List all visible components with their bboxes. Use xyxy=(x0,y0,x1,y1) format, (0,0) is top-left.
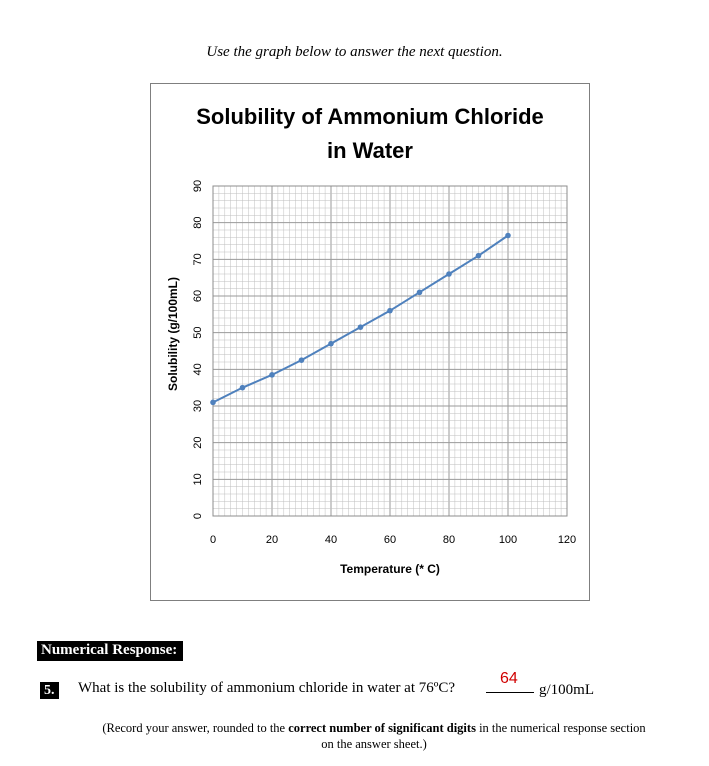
note-suffix: in the numerical response section on the… xyxy=(321,721,646,751)
data-point xyxy=(298,357,305,363)
note-bold: correct number of significant digits xyxy=(288,721,476,735)
y-tick-label: 90 xyxy=(192,180,204,192)
x-tick-label: 0 xyxy=(210,534,216,546)
y-tick-labels: 0 10 20 30 40 50 60 70 80 90 xyxy=(192,180,204,519)
chart-grid xyxy=(212,185,568,517)
data-point xyxy=(475,252,482,259)
note-prefix: (Record your answer, rounded to the xyxy=(102,721,289,735)
data-point xyxy=(505,232,511,239)
question-number: 5. xyxy=(40,682,59,699)
data-point xyxy=(416,289,423,296)
data-point xyxy=(269,372,275,378)
y-tick-label: 40 xyxy=(192,363,204,375)
answer-unit: g/100mL xyxy=(539,682,594,698)
data-point xyxy=(357,324,364,330)
x-tick-label: 40 xyxy=(325,534,337,546)
instructions-note: (Record your answer, rounded to the corr… xyxy=(100,720,648,752)
y-tick-label: 30 xyxy=(192,400,204,412)
y-tick-label: 80 xyxy=(192,217,204,229)
y-tick-label: 0 xyxy=(192,513,204,519)
answer-value: 64 xyxy=(500,670,518,687)
y-tick-label: 70 xyxy=(192,253,204,265)
chart-series xyxy=(210,232,511,406)
x-tick-label: 120 xyxy=(558,534,576,546)
chart-canvas: Solubility of Ammonium Chloride in Water… xyxy=(166,104,576,576)
instruction-text: Use the graph below to answer the next q… xyxy=(206,44,503,60)
chart-title-line2: in Water xyxy=(327,138,413,163)
x-tick-labels: 0 20 40 60 80 100 120 xyxy=(210,534,576,546)
data-point xyxy=(328,340,334,347)
x-tick-label: 60 xyxy=(384,534,396,546)
chart-title-line1: Solubility of Ammonium Chloride xyxy=(196,104,544,129)
y-tick-label: 10 xyxy=(192,473,204,485)
x-axis-label: Temperature (* C) xyxy=(340,562,440,576)
data-point xyxy=(446,271,452,277)
solubility-chart: Solubility of Ammonium Chloride in Water… xyxy=(150,83,590,601)
x-tick-label: 100 xyxy=(499,534,517,546)
section-label: Numerical Response: xyxy=(37,641,184,661)
data-point xyxy=(387,307,393,314)
x-tick-label: 80 xyxy=(443,534,455,546)
y-tick-label: 60 xyxy=(192,290,204,302)
y-axis-label: Solubility (g/100mL) xyxy=(166,277,180,391)
x-tick-label: 20 xyxy=(266,534,278,546)
data-point xyxy=(239,384,246,391)
question-text: What is the solubility of ammonium chlor… xyxy=(78,680,456,696)
answer-blank-line[interactable] xyxy=(486,692,534,693)
y-tick-label: 20 xyxy=(192,437,204,449)
plot-border xyxy=(212,185,568,517)
y-tick-label: 50 xyxy=(192,327,204,339)
data-point xyxy=(210,399,216,406)
